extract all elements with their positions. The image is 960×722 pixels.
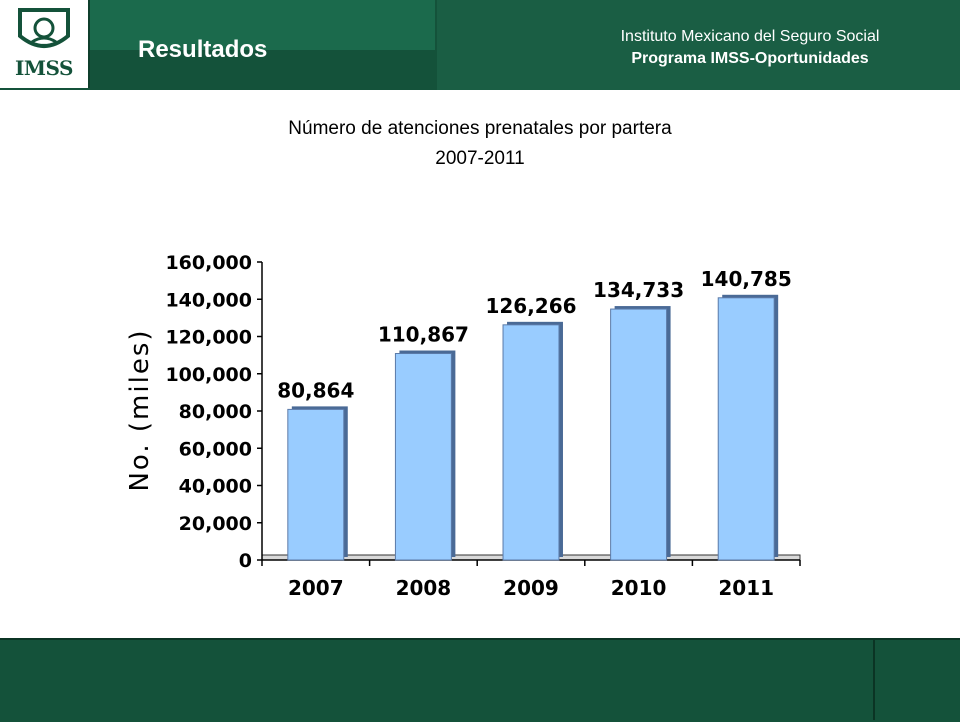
y-tick-label: 0	[239, 550, 252, 572]
bar-2007	[287, 408, 345, 561]
y-tick-label: 80,000	[179, 401, 252, 423]
footer-divider	[873, 640, 875, 720]
y-tick-label: 20,000	[179, 513, 252, 535]
chart-title: Número de atenciones prenatales por part…	[288, 118, 672, 139]
logo-text: IMSS	[15, 56, 73, 80]
data-label: 140,785	[701, 267, 792, 291]
imss-logo: IMSS	[0, 0, 90, 88]
bar-2011	[717, 297, 775, 561]
bar-2009	[502, 324, 560, 561]
y-tick-label: 60,000	[179, 438, 252, 460]
y-axis-title: No. (miles)	[125, 328, 155, 491]
y-tick-label: 160,000	[165, 252, 252, 274]
data-label: 80,864	[277, 378, 354, 402]
chart-subtitle: 2007-2011	[435, 148, 525, 169]
x-tick-label: 2009	[503, 576, 559, 600]
header-band-right	[437, 0, 960, 90]
x-tick-label: 2008	[396, 576, 452, 600]
institute-name: Instituto Mexicano del Seguro Social	[620, 28, 880, 45]
data-label: 134,733	[593, 278, 684, 302]
x-tick-label: 2007	[288, 576, 344, 600]
bar-2008	[394, 353, 452, 561]
program-name: Programa IMSS-Oportunidades	[631, 50, 869, 67]
y-tick-label: 140,000	[165, 289, 252, 311]
bar-2010	[610, 308, 668, 561]
data-label: 110,867	[378, 323, 469, 347]
footer-bar	[0, 638, 960, 722]
data-label: 126,266	[485, 294, 576, 318]
x-tick-label: 2010	[611, 576, 667, 600]
section-title: Resultados	[138, 36, 268, 63]
y-tick-label: 120,000	[165, 327, 252, 349]
imss-emblem-icon	[18, 8, 70, 48]
header-band	[88, 0, 435, 50]
y-tick-label: 100,000	[165, 364, 252, 386]
x-tick-label: 2011	[718, 576, 774, 600]
y-tick-label: 40,000	[179, 476, 252, 498]
